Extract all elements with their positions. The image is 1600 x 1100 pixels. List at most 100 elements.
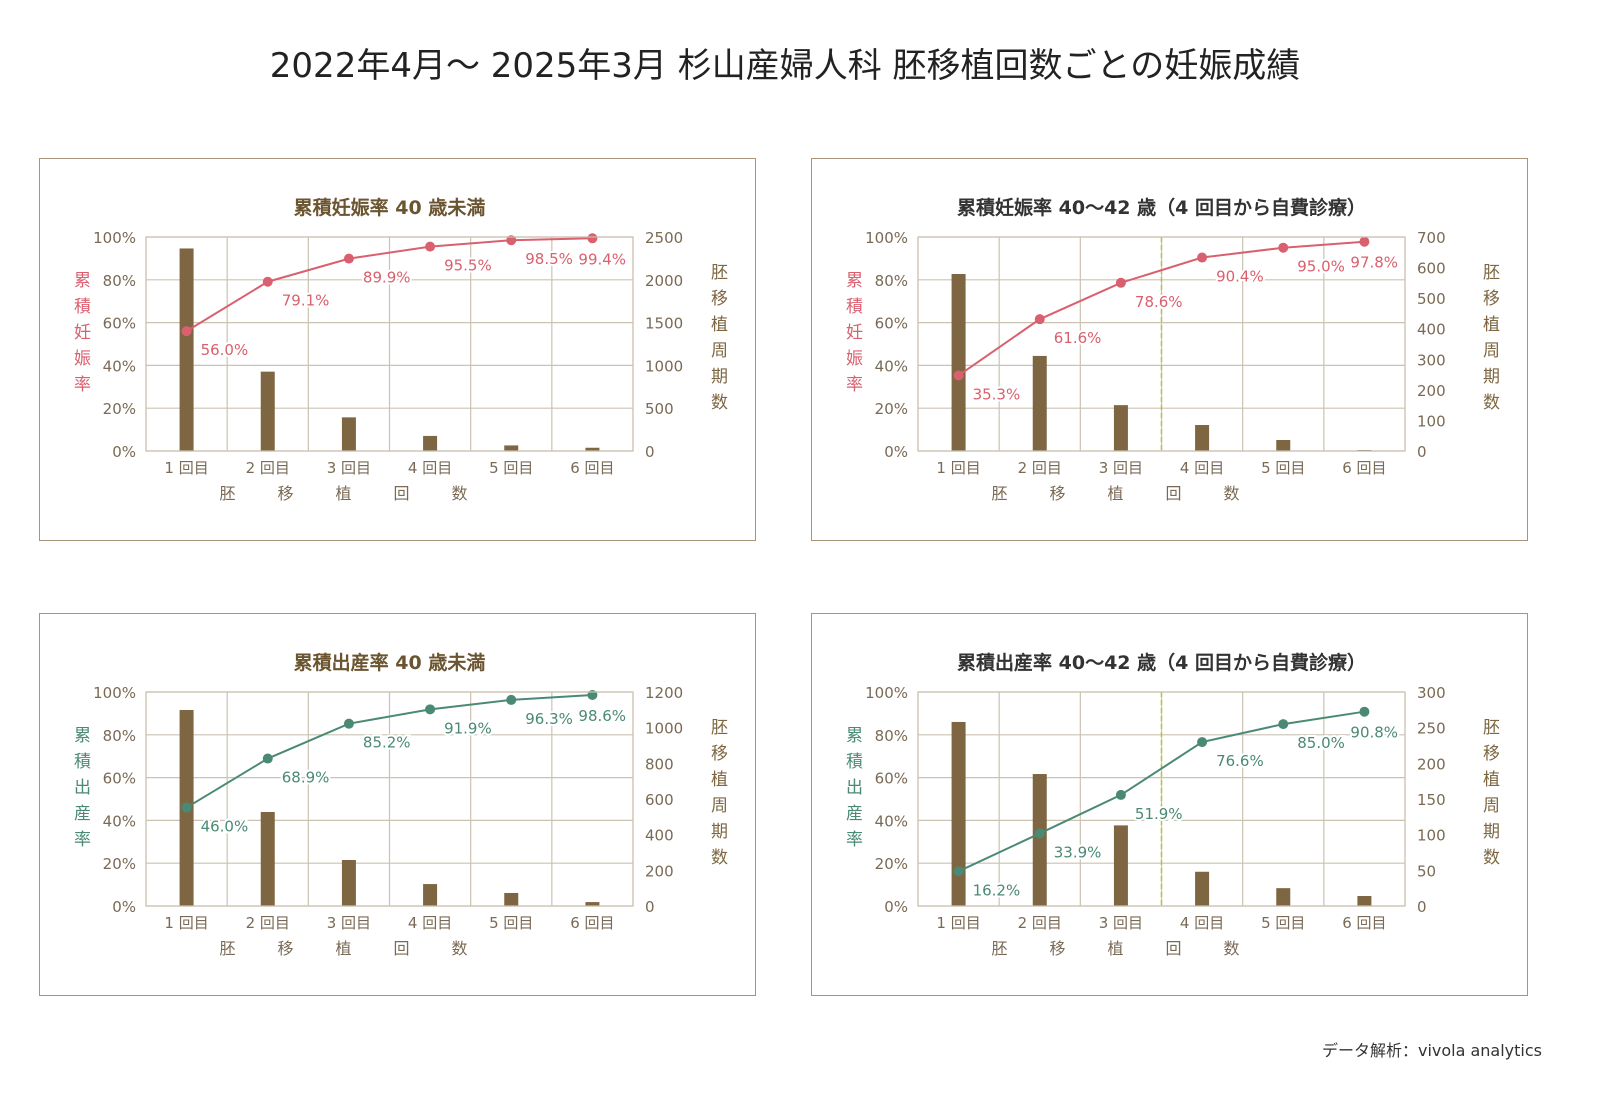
- data-label: 98.6%: [578, 707, 626, 725]
- line-point: [262, 276, 273, 287]
- line-point: [1034, 828, 1045, 839]
- y-right-tick-label: 2000: [645, 272, 683, 290]
- bar: [1357, 896, 1372, 906]
- line-point: [1115, 277, 1126, 288]
- x-tick-label: 5 回目: [489, 459, 533, 477]
- bar: [1113, 405, 1128, 451]
- bar: [1113, 825, 1128, 906]
- x-tick-label: 2 回目: [1018, 914, 1062, 932]
- y-right-tick-label: 0: [1417, 898, 1427, 916]
- x-tick-label: 2 回目: [246, 459, 290, 477]
- y-right-tick-label: 1000: [645, 357, 683, 375]
- y-left-tick-label: 20%: [875, 400, 908, 418]
- line-point: [1278, 242, 1289, 253]
- chart-panel-pregnancy-under40: 累積妊娠率 40 歳未満 0% 20% 40% 60% 80% 100% 0 500 1000 15…: [39, 158, 756, 541]
- y-left-axis-title: 累積妊娠率: [70, 271, 91, 401]
- y-right-tick-label: 1000: [645, 720, 683, 738]
- bar: [1195, 871, 1210, 906]
- y-right-tick-label: 200: [1417, 382, 1446, 400]
- plot-frame: [917, 236, 1406, 452]
- bar: [423, 435, 438, 451]
- y-right-tick-label: 50: [1417, 862, 1436, 880]
- y-right-tick-label: 500: [1417, 290, 1446, 308]
- y-right-tick-label: 600: [1417, 260, 1446, 278]
- y-left-tick-label: 40%: [875, 357, 908, 375]
- x-tick-label: 1 回目: [164, 914, 208, 932]
- y-right-axis-title: 胚移植周期数: [707, 718, 728, 874]
- line-point: [425, 241, 436, 252]
- x-tick-label: 1 回目: [936, 459, 980, 477]
- bar: [585, 902, 600, 906]
- y-right-tick-label: 200: [1417, 755, 1446, 773]
- line-point: [1197, 252, 1208, 263]
- x-tick-label: 3 回目: [1099, 459, 1143, 477]
- line-point: [506, 235, 517, 246]
- data-label: 46.0%: [201, 818, 249, 836]
- data-label: 90.8%: [1350, 724, 1398, 742]
- y-left-tick-label: 0%: [112, 443, 136, 461]
- y-left-tick-label: 60%: [875, 315, 908, 333]
- data-label: 91.9%: [444, 719, 492, 737]
- data-label: 96.3%: [525, 710, 573, 728]
- data-label: 68.9%: [282, 769, 330, 787]
- y-right-tick-label: 1500: [645, 315, 683, 333]
- data-label: 95.0%: [1297, 258, 1345, 276]
- cumulative-rate-line: [186, 693, 593, 809]
- bar: [585, 447, 600, 451]
- y-right-tick-label: 200: [645, 862, 674, 880]
- line-point: [181, 802, 192, 813]
- y-left-tick-label: 60%: [103, 770, 136, 788]
- bar: [341, 417, 356, 451]
- line-point: [1359, 236, 1370, 247]
- data-label: 99.4%: [578, 250, 626, 268]
- bar: [951, 721, 966, 906]
- line-point: [587, 233, 598, 244]
- bar: [341, 859, 356, 906]
- x-tick-label: 4 回目: [408, 459, 452, 477]
- cumulative-rate-line: [958, 710, 1365, 873]
- data-label: 89.9%: [363, 269, 411, 287]
- y-left-tick-label: 0%: [884, 443, 908, 461]
- y-left-tick-label: 80%: [103, 272, 136, 290]
- line-point: [953, 370, 964, 381]
- y-left-axis-title: 累積出産率: [842, 726, 863, 856]
- x-tick-label: 5 回目: [1261, 459, 1305, 477]
- chart-pregnancy-40-42: 累積妊娠率 40〜42 歳（4 回目から自費診療） 0% 20% 40% 60% 80% 1…: [842, 196, 1500, 503]
- line-point: [262, 753, 273, 764]
- x-tick-label: 5 回目: [489, 914, 533, 932]
- x-tick-label: 4 回目: [1180, 914, 1224, 932]
- y-right-tick-label: 500: [645, 400, 674, 418]
- y-left-tick-label: 20%: [103, 855, 136, 873]
- chart-panel-pregnancy-40-42: 累積妊娠率 40〜42 歳（4 回目から自費診療） 0% 20% 40% 60% 80% 1…: [811, 158, 1528, 541]
- y-right-tick-label: 300: [1417, 684, 1446, 702]
- y-right-tick-label: 100: [1417, 412, 1446, 430]
- bar: [504, 892, 519, 906]
- y-left-tick-label: 40%: [103, 812, 136, 830]
- y-left-tick-label: 60%: [103, 315, 136, 333]
- bar: [1032, 774, 1047, 906]
- data-label: 78.6%: [1135, 293, 1183, 311]
- y-left-tick-label: 100%: [865, 684, 908, 702]
- chart-panel-birth-under40: 累積出産率 40 歳未満 0% 20% 40% 60% 80% 100% 0 200 400 600…: [39, 613, 756, 996]
- page-title: 2022年4月〜 2025年3月 杉山産婦人科 胚移植回数ごとの妊娠成績: [269, 46, 1301, 86]
- chart-title: 累積妊娠率 40 歳未満: [294, 196, 486, 219]
- x-axis-title: 胚移植回数: [991, 484, 1281, 503]
- x-tick-label: 6 回目: [570, 914, 614, 932]
- y-left-tick-label: 40%: [103, 357, 136, 375]
- y-right-tick-label: 700: [1417, 229, 1446, 247]
- x-axis-title: 胚移植回数: [219, 484, 509, 503]
- x-tick-label: 5 回目: [1261, 914, 1305, 932]
- x-tick-label: 3 回目: [327, 914, 371, 932]
- plot-frame: [145, 691, 634, 907]
- data-label: 56.0%: [201, 341, 249, 359]
- line-point: [1197, 737, 1208, 748]
- plot-frame: [917, 691, 1406, 907]
- y-right-tick-label: 400: [1417, 321, 1446, 339]
- x-tick-label: 1 回目: [936, 914, 980, 932]
- line-point: [425, 704, 436, 715]
- bar: [179, 248, 194, 451]
- bar: [1032, 355, 1047, 451]
- x-tick-label: 4 回目: [408, 914, 452, 932]
- y-left-tick-label: 80%: [875, 727, 908, 745]
- data-label: 35.3%: [973, 385, 1021, 403]
